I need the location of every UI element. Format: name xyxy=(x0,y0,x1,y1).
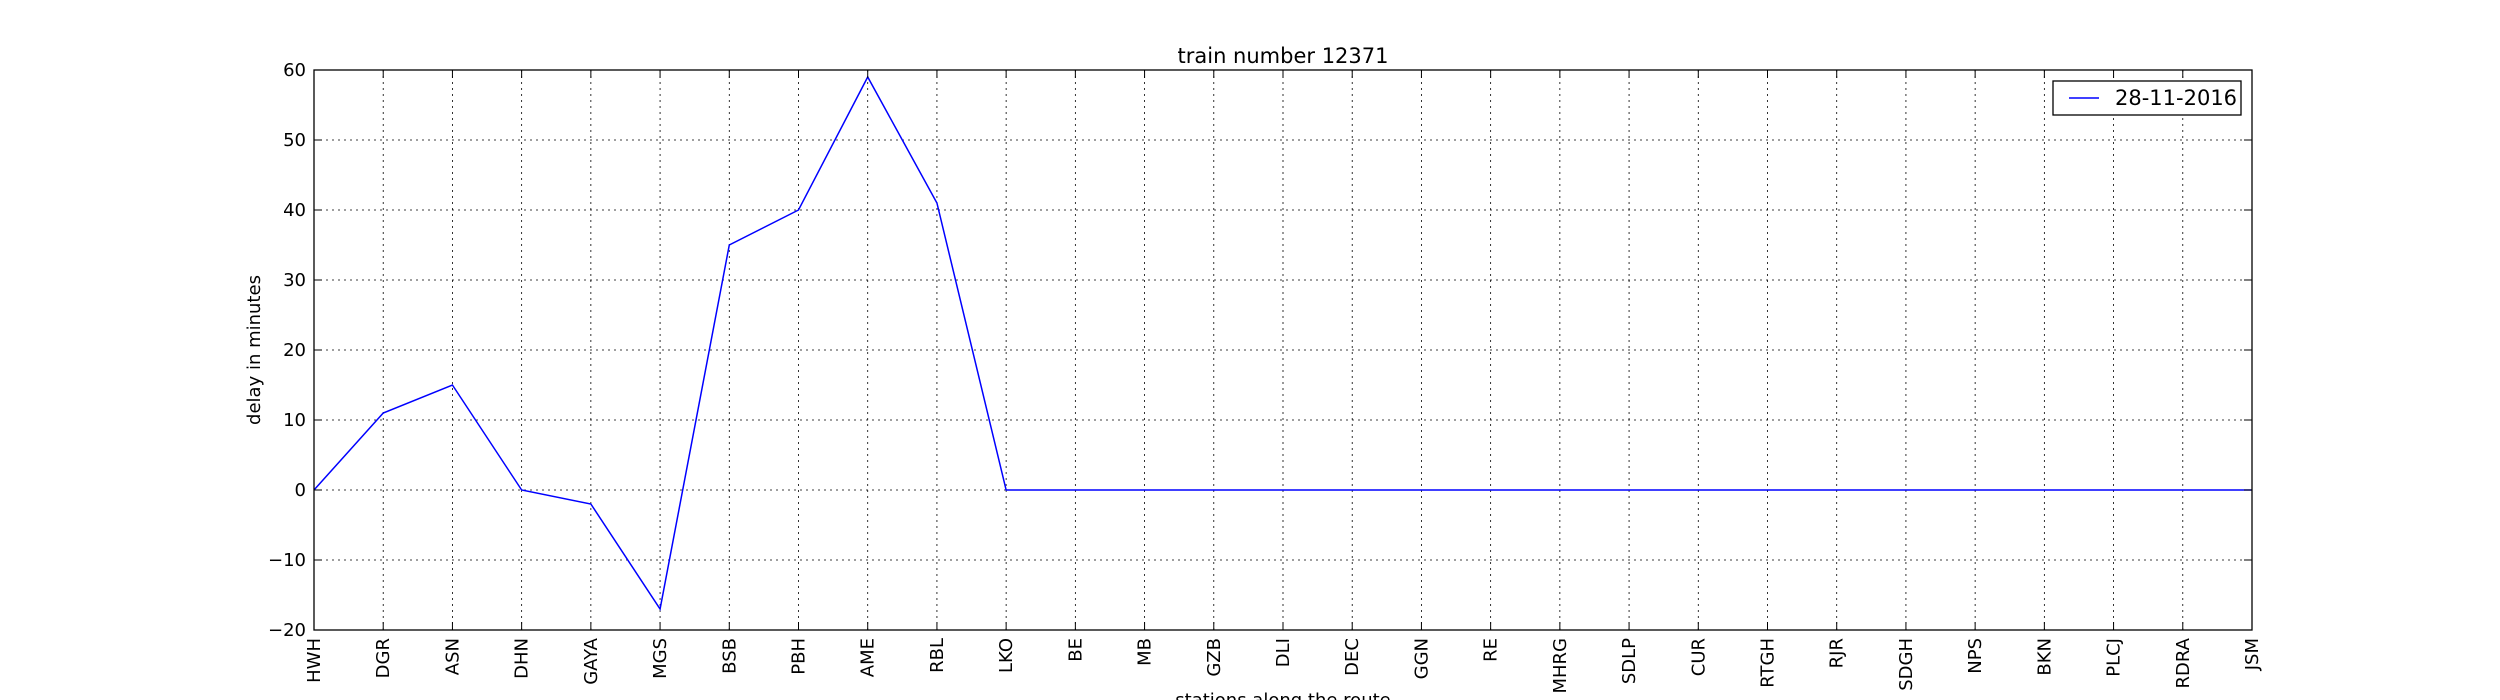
x-tick-label: CUR xyxy=(1688,638,1709,676)
x-axis-title: stations along the route xyxy=(1175,690,1390,700)
x-tick-label: GZB xyxy=(1204,638,1225,677)
x-tick-label: RTGH xyxy=(1758,638,1779,688)
x-tick-label: HWH xyxy=(304,638,325,683)
y-tick-label: −20 xyxy=(268,620,306,641)
x-tick-label: BKN xyxy=(2034,638,2055,676)
x-tick-label: SDGH xyxy=(1896,638,1917,691)
y-tick-label: 60 xyxy=(283,60,306,81)
series-layer xyxy=(313,75,2252,611)
x-tick-label: SDLP xyxy=(1619,638,1640,684)
x-tick-label: PLCJ xyxy=(2104,638,2125,677)
x-tick-label: RE xyxy=(1481,638,1502,662)
x-tick-label: RBL xyxy=(927,638,948,673)
x-tick-label: MHRG xyxy=(1550,638,1571,694)
x-tick-label: DGR xyxy=(373,638,394,678)
x-tick-label: DHN xyxy=(512,638,533,679)
x-tick-label: GAYA xyxy=(581,637,602,684)
y-tick-label: −10 xyxy=(268,550,306,571)
y-tick-label: 40 xyxy=(283,200,306,221)
legend: 28-11-2016 xyxy=(2052,80,2242,116)
x-tick-label: LKO xyxy=(996,638,1017,673)
x-tick-label: NPS xyxy=(1965,638,1986,674)
y-axis-title: delay in minutes xyxy=(244,275,265,425)
x-tick-label: RJR xyxy=(1827,638,1848,668)
x-tick-label: BSB xyxy=(719,638,740,674)
x-tick-label: ASN xyxy=(442,638,463,675)
y-tick-label: 10 xyxy=(283,410,306,431)
x-tick-label: DEC xyxy=(1342,638,1363,676)
x-axis: HWH DGR ASN DHN GAYA MGS BSB PBH AME RBL LKO BE MB GZ… xyxy=(304,70,2263,694)
y-tick-label: 50 xyxy=(283,130,306,151)
x-tick-label: MB xyxy=(1135,638,1156,666)
y-tick-label: 20 xyxy=(283,340,306,361)
x-tick-label: DLI xyxy=(1273,638,1294,667)
legend-label: 28-11-2016 xyxy=(2115,86,2237,110)
x-tick-label: RDRA xyxy=(2173,637,2194,688)
x-tick-label: PBH xyxy=(789,638,810,675)
x-tick-label: BE xyxy=(1065,638,1086,662)
grid xyxy=(313,69,2253,631)
y-tick-label: 30 xyxy=(283,270,306,291)
series-line xyxy=(313,75,2252,611)
x-tick-label: GGN xyxy=(1411,638,1432,679)
x-tick-label: JSM xyxy=(2242,638,2263,671)
y-tick-label: 0 xyxy=(295,480,306,501)
y-axis: −20 −10 0 10 20 30 40 50 60 xyxy=(268,60,2252,641)
chart-title: train number 12371 xyxy=(1178,44,1389,68)
x-tick-label: MGS xyxy=(650,638,671,679)
x-tick-label: AME xyxy=(858,638,879,677)
